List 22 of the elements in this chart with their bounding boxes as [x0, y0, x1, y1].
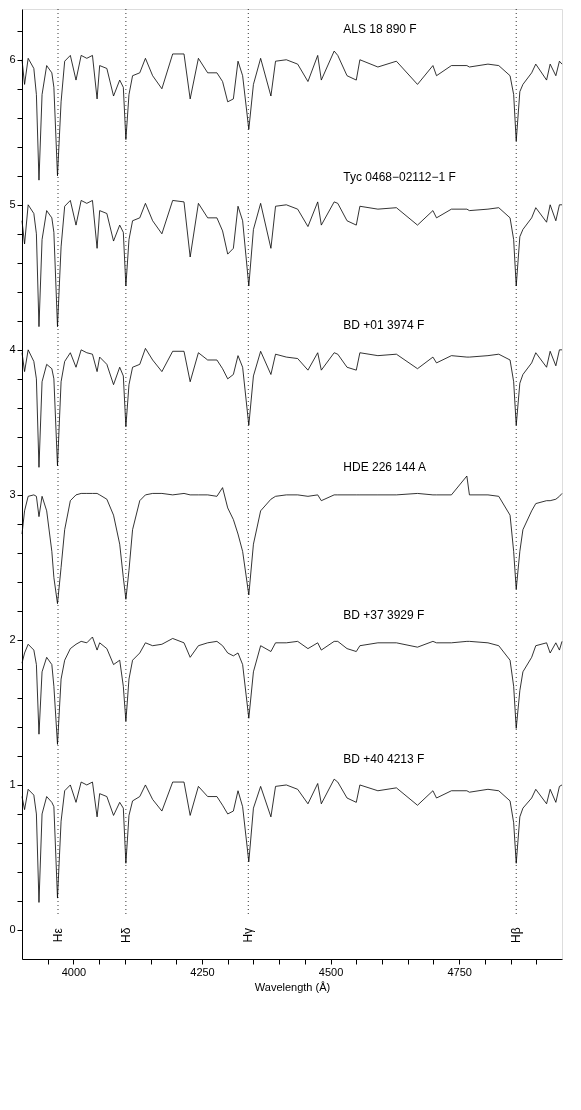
ref-line-label: Hδ: [118, 927, 133, 943]
series-label: ALS 18 890 F: [343, 22, 417, 37]
series-label: Tyc 0468−02112−1 F: [343, 170, 456, 185]
y-tick-label: 4: [9, 343, 16, 356]
series-label: BD +01 3974 F: [343, 318, 425, 333]
y-tick-label: 1: [9, 778, 16, 791]
x-tick-label: 4750: [447, 965, 472, 978]
y-tick-label: 6: [9, 53, 16, 66]
ref-line-label: Hβ: [509, 927, 524, 944]
y-tick-label: 0: [9, 923, 16, 936]
series-label: HDE 226 144 A: [343, 460, 427, 475]
ref-line-label: Hε: [51, 927, 65, 943]
y-tick-label: 3: [9, 488, 16, 501]
y-tick-label: 2: [9, 633, 16, 646]
x-tick-label: 4250: [190, 965, 215, 978]
x-axis-title: Wavelength (Å): [254, 980, 331, 993]
series-label: BD +37 3929 F: [343, 608, 425, 623]
y-tick-label: 5: [9, 198, 16, 211]
x-tick-label: 4000: [61, 965, 87, 978]
x-tick-label: 4500: [318, 965, 344, 978]
series-label: BD +40 4213 F: [343, 751, 425, 766]
ref-line-label: Hγ: [241, 927, 256, 943]
